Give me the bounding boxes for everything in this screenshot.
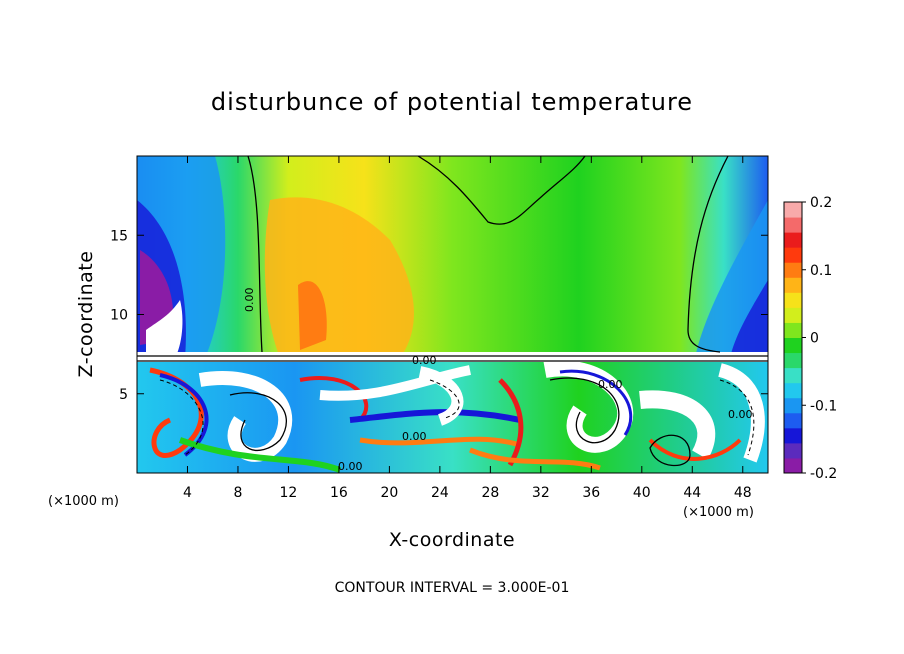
contour-lines	[137, 156, 768, 467]
colorbar-swatch	[784, 202, 802, 218]
plot-area	[137, 156, 768, 473]
x-tick-label: 40	[633, 485, 651, 501]
colorbar-tick-label: 0.2	[810, 195, 832, 211]
cold-core-right	[730, 280, 768, 358]
colorbar-swatch	[784, 442, 802, 459]
contour-label: 0.00	[338, 460, 363, 473]
colorbar-swatch	[784, 427, 802, 444]
x-unit-right: (×1000 m)	[683, 505, 754, 520]
x-axis-title: X-coordinate	[389, 529, 515, 551]
y-tick-label: 15	[110, 228, 128, 244]
colorbar-swatch	[784, 277, 802, 293]
chart-title: disturbunce of potential temperature	[211, 88, 693, 116]
colorbar-swatch	[784, 367, 802, 384]
colorbar-swatch	[784, 262, 802, 278]
colorbar-swatch	[784, 247, 802, 263]
colorbar-swatch	[784, 307, 802, 323]
colorbar-swatch	[784, 322, 802, 338]
interface-band	[137, 352, 768, 362]
x-tick-label: 16	[330, 485, 348, 501]
white-blob-left	[146, 300, 183, 358]
colorbar-swatch	[784, 412, 802, 429]
colorbar-ticks: -0.2 -0.1 0 0.1 0.2	[802, 195, 837, 482]
colorbar-tick-label: 0	[810, 331, 819, 347]
colorbar-tick-label: -0.1	[810, 398, 837, 414]
x-tick-label: 24	[431, 485, 449, 501]
x-tick-label: 44	[683, 485, 701, 501]
colorbar-swatch	[784, 382, 802, 399]
y-axis-title: Z-coordinate	[75, 251, 97, 378]
colorbar-swatch	[784, 352, 802, 369]
x-tick-label: 12	[280, 485, 298, 501]
colorbar-tick-label: 0.1	[810, 263, 832, 279]
colorbar-swatch	[784, 457, 802, 474]
colorbar-swatch	[784, 337, 802, 354]
upper-layer-field	[137, 156, 768, 359]
x-tick-label: 20	[380, 485, 398, 501]
x-tick-label: 48	[734, 485, 752, 501]
contour-label: 0.00	[598, 378, 623, 391]
x-tick-label: 36	[582, 485, 600, 501]
colorbar-swatch	[784, 232, 802, 248]
y-tick-label: 5	[119, 387, 128, 403]
colorbar	[783, 201, 803, 474]
colorbar-swatch	[784, 292, 802, 308]
contour-interval-note: CONTOUR INTERVAL = 3.000E-01	[335, 580, 570, 596]
contour-label: 0.00	[412, 354, 437, 367]
x-tick-label: 28	[481, 485, 499, 501]
colorbar-tick-label: -0.2	[810, 466, 837, 482]
contour-label: 0.00	[728, 408, 753, 421]
colorbar-swatch	[784, 397, 802, 414]
x-tick-label: 8	[233, 485, 242, 501]
colorbar-swatch	[784, 217, 802, 233]
contour-label: 0.00	[243, 288, 256, 313]
x-axis: 4 8 12 16 20 24 28 32 36 40 44 48	[183, 156, 752, 501]
x-tick-label: 4	[183, 485, 192, 501]
warm-core-upper	[298, 281, 327, 350]
y-axis: 5 10 15	[110, 228, 768, 403]
x-tick-label: 32	[532, 485, 550, 501]
x-unit-left: (×1000 m)	[48, 494, 119, 509]
contour-label: 0.00	[402, 430, 427, 443]
contour-label-group: 0.00 0.00 0.00 0.00 0.00 0.00	[243, 288, 753, 474]
y-tick-label: 10	[110, 308, 128, 324]
